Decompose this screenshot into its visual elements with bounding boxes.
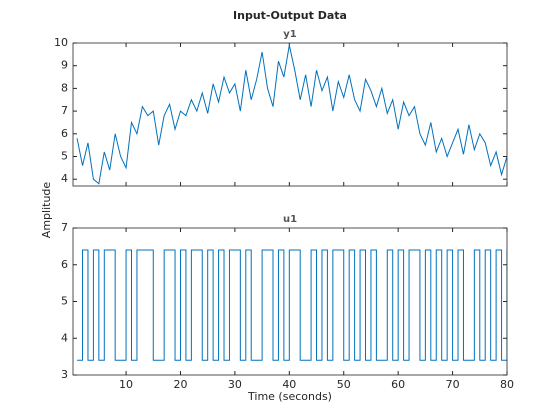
axes-frame (72, 227, 508, 376)
figure-title: Input-Output Data (233, 9, 347, 22)
y-tick-label: 6 (61, 127, 68, 140)
y-tick-label: 3 (61, 368, 68, 381)
y-tick-label: 7 (61, 221, 68, 234)
y-tick-label: 5 (61, 295, 68, 308)
subplot-title: u1 (283, 214, 297, 225)
y-tick-label: 10 (54, 36, 68, 49)
y-tick-label: 4 (61, 172, 68, 185)
axes-frame (72, 42, 508, 187)
data-line (76, 45, 507, 185)
y-tick-label: 5 (61, 149, 68, 162)
y-tick-label: 6 (61, 258, 68, 271)
x-tick-label: 50 (337, 378, 351, 391)
data-line (77, 249, 507, 361)
y-tick-label: 9 (61, 59, 68, 72)
y-tick-label: 4 (61, 331, 68, 344)
x-axis-label: Time (seconds) (247, 390, 332, 403)
subplot-title: y1 (283, 29, 297, 40)
y-tick-label: 8 (61, 81, 68, 94)
y-tick-label: 7 (61, 104, 68, 117)
x-tick-label: 80 (500, 378, 514, 391)
x-tick-label: 60 (391, 378, 405, 391)
x-tick-label: 10 (119, 378, 133, 391)
y-axis-label: Amplitude (40, 182, 53, 239)
x-tick-label: 70 (446, 378, 460, 391)
x-tick-label: 20 (173, 378, 187, 391)
x-tick-label: 30 (228, 378, 242, 391)
x-tick-label: 40 (282, 378, 296, 391)
